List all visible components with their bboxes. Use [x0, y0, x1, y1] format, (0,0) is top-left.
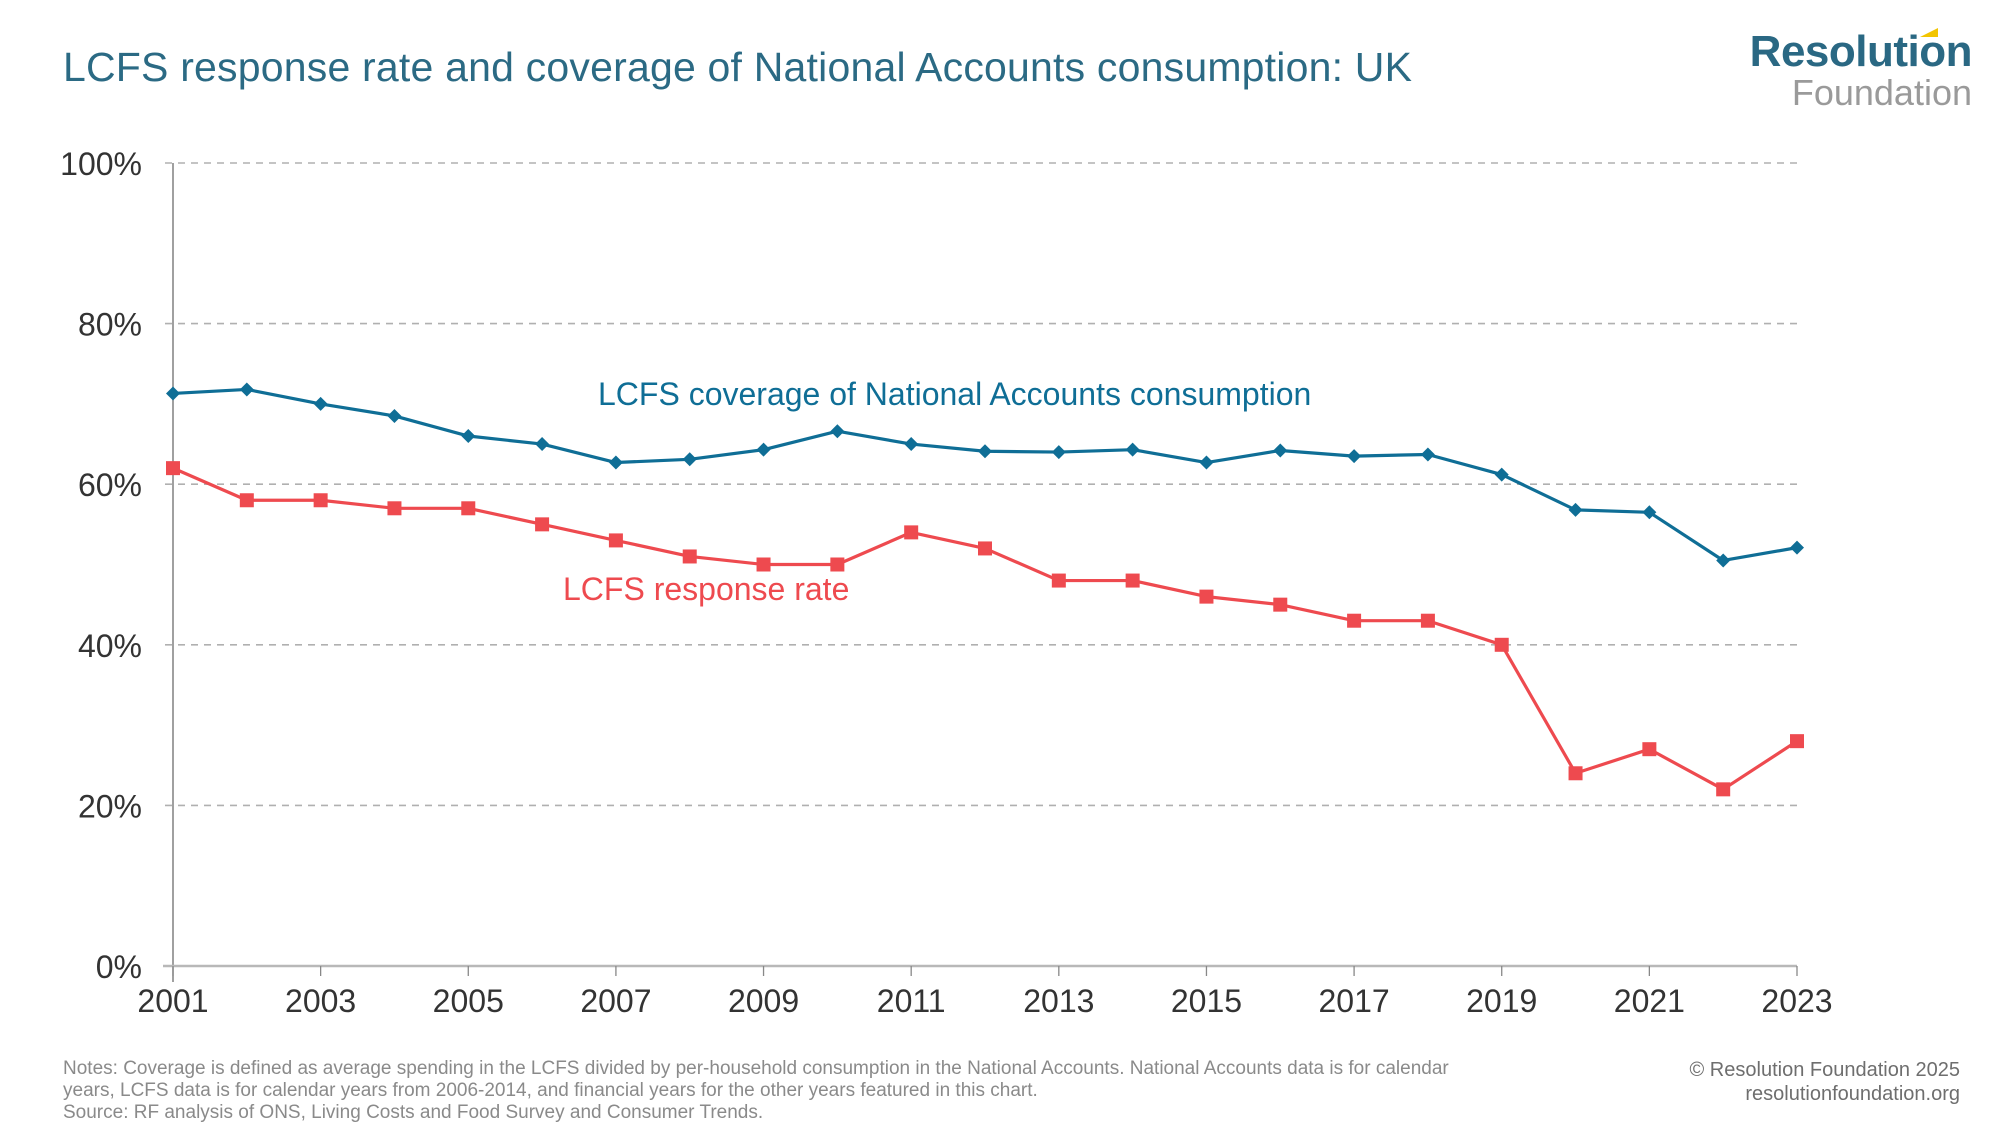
coverage-point [1568, 502, 1583, 517]
response-rate-point [756, 557, 771, 572]
logo-wordmark-foundation: Foundation [1791, 72, 1972, 113]
response-rate-point [1568, 766, 1583, 781]
coverage-point [978, 444, 992, 459]
series-labels: LCFS coverage of National Accounts consu… [563, 376, 1311, 607]
coverage-point [1420, 447, 1435, 462]
response-rate-point [978, 541, 992, 556]
response-rate-point [1420, 613, 1435, 628]
coverage-point [1716, 553, 1731, 568]
x-tick-label: 2021 [1614, 983, 1685, 1019]
coverage-point [830, 424, 845, 439]
x-tick-label: 2013 [1023, 983, 1094, 1019]
coverage-point [1494, 467, 1509, 482]
coverage-point [1199, 455, 1214, 470]
series-line-coverage [172, 387, 1798, 563]
response-rate-point [387, 501, 402, 516]
response-rate-point [1051, 573, 1066, 588]
x-tick-label: 2015 [1171, 983, 1242, 1019]
coverage-point [239, 382, 254, 397]
coverage-point [1790, 540, 1804, 555]
y-tick-label: 80% [78, 307, 142, 343]
resolution-foundation-logo: Resolution Foundation [1750, 28, 1973, 113]
x-tick-label: 2011 [877, 983, 946, 1019]
response-rate-point [1273, 597, 1288, 612]
coverage-point [1642, 505, 1657, 520]
series-group [166, 382, 1804, 797]
response-rate-point [1347, 613, 1362, 628]
response-rate-point [830, 557, 845, 572]
series-line-response-rate [172, 466, 1798, 791]
response-rate-point [1125, 573, 1140, 588]
y-tick-label: 20% [78, 788, 142, 824]
response-rate-point [904, 525, 919, 540]
coverage-point [387, 408, 402, 423]
coverage-point [1273, 443, 1288, 458]
response-rate-point [1790, 734, 1804, 749]
notes-line-1: Notes: Coverage is defined as average sp… [63, 1058, 1449, 1079]
gridlines [165, 162, 1800, 807]
y-axis-tick-labels: 0% 20% 40% 60% 80% 100% [60, 146, 142, 985]
axes [163, 163, 1798, 982]
response-rate-point [461, 501, 476, 516]
x-tick-label: 2023 [1761, 983, 1832, 1019]
chart-notes: Notes: Coverage is defined as average sp… [63, 1058, 1623, 1124]
x-tick-label: 2017 [1318, 983, 1389, 1019]
copyright-text: © Resolution Foundation 2025 [1689, 1059, 1960, 1081]
x-tick-label: 2003 [285, 983, 356, 1019]
y-tick-label: 40% [78, 628, 142, 664]
chart-title: LCFS response rate and coverage of Natio… [63, 44, 1413, 90]
x-tick-label: 2019 [1466, 983, 1537, 1019]
response-rate-point [1494, 637, 1509, 652]
logo-accent-icon [1920, 28, 1938, 37]
coverage-point [904, 437, 919, 452]
response-rate-point [1199, 589, 1214, 604]
response-rate-point [313, 493, 328, 508]
x-tick-label: 2005 [433, 983, 504, 1019]
coverage-point [682, 452, 697, 467]
y-tick-label: 60% [78, 467, 142, 503]
y-tick-label: 0% [96, 949, 142, 985]
response-rate-point [535, 517, 550, 532]
notes-line-2: years, LCFS data is for calendar years f… [63, 1080, 1038, 1101]
response-rate-point [1716, 782, 1731, 797]
coverage-series-label: LCFS coverage of National Accounts consu… [598, 376, 1311, 412]
response-rate-point [166, 461, 180, 476]
copyright-block: © Resolution Foundation 2025 resolutionf… [1690, 1058, 1960, 1106]
logo-wordmark-resolution: Resolution [1750, 28, 1973, 74]
coverage-point [313, 396, 328, 411]
response-rate-point [1642, 742, 1657, 757]
x-axis-tick-labels: 2001 2003 2005 2007 2009 2011 2013 2015 2017 2019… [137, 983, 1832, 1019]
coverage-point [608, 455, 623, 470]
coverage-point [1347, 449, 1362, 464]
response-rate-point [239, 493, 254, 508]
x-tick-label: 2009 [728, 983, 799, 1019]
response-rate-point [608, 533, 623, 548]
coverage-point [535, 437, 550, 452]
coverage-point [461, 429, 476, 444]
response-rate-point [682, 549, 697, 564]
x-tick-label: 2007 [580, 983, 651, 1019]
coverage-point [1051, 445, 1066, 460]
website-link[interactable]: resolutionfoundation.org [1745, 1083, 1960, 1105]
response-rate-series-label: LCFS response rate [563, 571, 849, 607]
coverage-point [1125, 442, 1140, 457]
coverage-point [166, 386, 180, 401]
coverage-point [756, 442, 771, 457]
x-tick-label: 2001 [137, 983, 208, 1019]
source-line: Source: RF analysis of ONS, Living Costs… [63, 1102, 764, 1123]
y-tick-label: 100% [60, 146, 142, 182]
